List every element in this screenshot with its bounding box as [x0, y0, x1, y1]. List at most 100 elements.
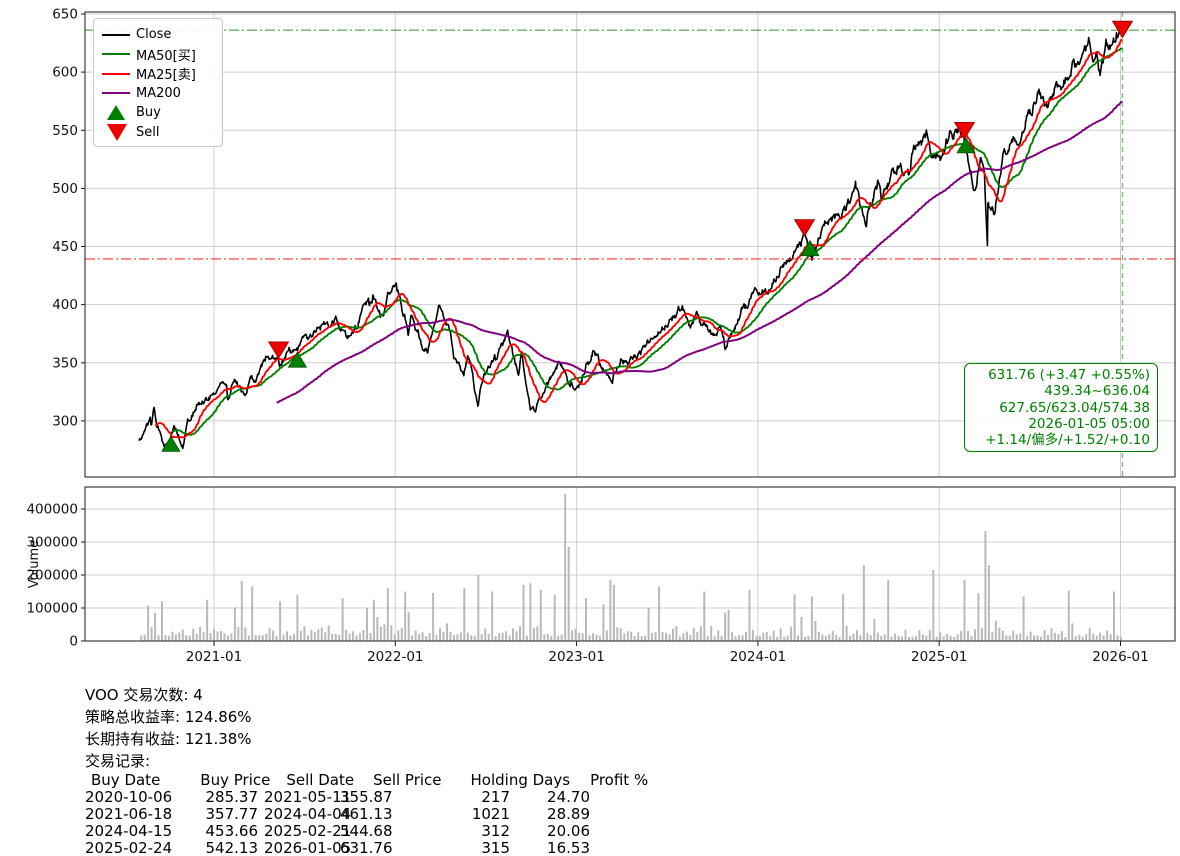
- svg-text:450: 450: [52, 239, 78, 255]
- sell-triangle-icon: [107, 123, 127, 141]
- legend: Close MA50[买] MA25[卖] MA200 Buy Sell: [93, 18, 223, 147]
- stat-buy-hold-return: 长期持有收益: 121.38%: [85, 730, 252, 748]
- annotation-timestamp: 2026-01-05 05:00: [1028, 415, 1150, 432]
- legend-item-ma50-[interactable]: MA50[买]: [102, 45, 214, 65]
- buy-triangle-icon: [107, 105, 125, 121]
- buy-marker: [161, 435, 181, 452]
- svg-text:100000: 100000: [26, 601, 78, 617]
- svg-text:2022-01: 2022-01: [367, 649, 423, 665]
- svg-text:0: 0: [69, 634, 78, 650]
- legend-line-swatch: [102, 53, 130, 56]
- legend-swatch: [102, 105, 136, 121]
- volume-bars: [140, 494, 1122, 641]
- trade-table: Buy Date Buy Price Sell Date Sell Price Hold…: [85, 772, 648, 856]
- sell-marker: [953, 122, 976, 140]
- legend-line-swatch: [102, 72, 130, 75]
- svg-text:550: 550: [52, 123, 78, 139]
- legend-item-ma25-[interactable]: MA25[卖]: [102, 64, 214, 84]
- quote-annotation-box: 631.76 (+3.47 +0.55%) 439.34~636.04 627.…: [964, 363, 1158, 453]
- trade-row: 2024-04-15 453.66 2025-02-21 544.68 312 20.06: [85, 823, 648, 840]
- svg-text:2023-01: 2023-01: [548, 649, 604, 665]
- legend-swatch: [102, 72, 136, 75]
- stat-trade-count: VOO 交易次数: 4: [85, 686, 203, 704]
- trade-row: 2020-10-06 285.37 2021-05-11 355.87 217 24.70: [85, 789, 648, 806]
- trade-cell: 28.89: [547, 805, 590, 823]
- legend-item-sell[interactable]: Sell: [102, 123, 214, 143]
- price-panel-frame: [84, 11, 1176, 478]
- sell-marker: [793, 219, 816, 237]
- trade-table-header: Buy Date Buy Price Sell Date Sell Price Hold…: [85, 772, 648, 789]
- trade-col-header: Holding Days: [470, 771, 571, 789]
- legend-swatch: [102, 53, 136, 56]
- buy-marker: [287, 351, 308, 368]
- legend-swatch: [102, 33, 136, 36]
- svg-text:400: 400: [52, 297, 78, 313]
- trade-cell: 315: [481, 839, 510, 856]
- ma200-line: [276, 100, 1123, 404]
- trade-cell: 20.06: [547, 822, 590, 840]
- legend-item-ma200[interactable]: MA200: [102, 84, 214, 104]
- legend-swatch: [102, 92, 136, 95]
- buy-marker: [800, 239, 820, 257]
- legend-swatch: [102, 123, 136, 141]
- svg-text:500: 500: [52, 181, 78, 197]
- trade-cell: 355.87: [340, 788, 393, 806]
- trade-cell: 16.53: [547, 839, 590, 856]
- volume-axis-label: Volume: [27, 540, 42, 588]
- trade-cell: 544.68: [340, 822, 393, 840]
- volume-panel-frame: [84, 486, 1176, 642]
- trade-col-header: Sell Date: [286, 771, 355, 789]
- svg-text:2021-01: 2021-01: [186, 649, 242, 665]
- ma25-line: [154, 38, 1123, 439]
- svg-text:2024-01: 2024-01: [730, 649, 786, 665]
- annotation-ma-values: 627.65/623.04/574.38: [999, 399, 1150, 416]
- legend-label: MA50[买]: [136, 48, 196, 64]
- annotation-range: 439.34~636.04: [1044, 383, 1150, 400]
- trade-log-title: 交易记录:: [85, 752, 151, 770]
- legend-label: Buy: [136, 105, 161, 121]
- trade-col-header: Profit %: [590, 771, 649, 789]
- trade-cell: 2021-06-18: [85, 805, 173, 823]
- svg-text:200000: 200000: [26, 568, 78, 584]
- trade-cell: 453.66: [205, 822, 259, 840]
- trade-cell: 2020-10-06: [85, 788, 173, 806]
- annotation-last-price: 631.76 (+3.47 +0.55%): [988, 367, 1150, 383]
- close-line: [138, 25, 1124, 450]
- svg-text:650: 650: [52, 7, 78, 23]
- sell-marker: [267, 341, 290, 360]
- trade-cell: 2026-01-05: [264, 839, 352, 856]
- svg-text:300: 300: [52, 413, 78, 429]
- trade-col-header: Buy Date: [91, 771, 161, 789]
- trade-cell: 312: [481, 822, 510, 840]
- trade-cell: 461.13: [340, 805, 393, 823]
- svg-text:2026-01: 2026-01: [1092, 649, 1148, 665]
- svg-text:350: 350: [52, 355, 78, 371]
- legend-item-close[interactable]: Close: [102, 25, 214, 45]
- trade-row: 2021-06-18 357.77 2024-04-04 461.13 1021 28.8…: [85, 806, 648, 823]
- svg-text:2025-01: 2025-01: [911, 649, 967, 665]
- trade-cell: 357.77: [205, 805, 259, 823]
- trade-cell: 2024-04-15: [85, 822, 173, 840]
- svg-text:400000: 400000: [26, 502, 78, 518]
- trade-cell: 2025-02-24: [85, 839, 173, 856]
- trade-cell: 2024-04-04: [264, 805, 352, 823]
- trade-cell: 2021-05-11: [264, 788, 352, 806]
- trade-cell: 217: [481, 788, 510, 806]
- legend-item-buy[interactable]: Buy: [102, 103, 214, 123]
- trade-col-header: Sell Price: [373, 771, 442, 789]
- trade-cell: 285.37: [205, 788, 259, 806]
- annotation-momentum: +1.14/偏多/+1.52/+0.10: [985, 432, 1150, 449]
- axis-labels: 300 350 400 450 500 550 600 650 0 100000 200000 300…: [26, 7, 1148, 666]
- legend-label: Sell: [136, 124, 160, 140]
- trade-cell: 542.13: [205, 839, 259, 856]
- trade-col-header: Buy Price: [200, 771, 271, 789]
- legend-label: MA200: [136, 85, 181, 101]
- legend-label: Close: [136, 27, 172, 43]
- legend-label: MA25[卖]: [136, 68, 196, 84]
- legend-line-swatch: [102, 92, 130, 95]
- stat-strategy-return: 策略总收益率: 124.86%: [85, 708, 252, 726]
- trade-row: 2025-02-24 542.13 2026-01-05 631.76 315 16.53: [85, 840, 648, 856]
- trade-cell: 2025-02-21: [264, 822, 352, 840]
- trade-cell: 631.76: [340, 839, 393, 856]
